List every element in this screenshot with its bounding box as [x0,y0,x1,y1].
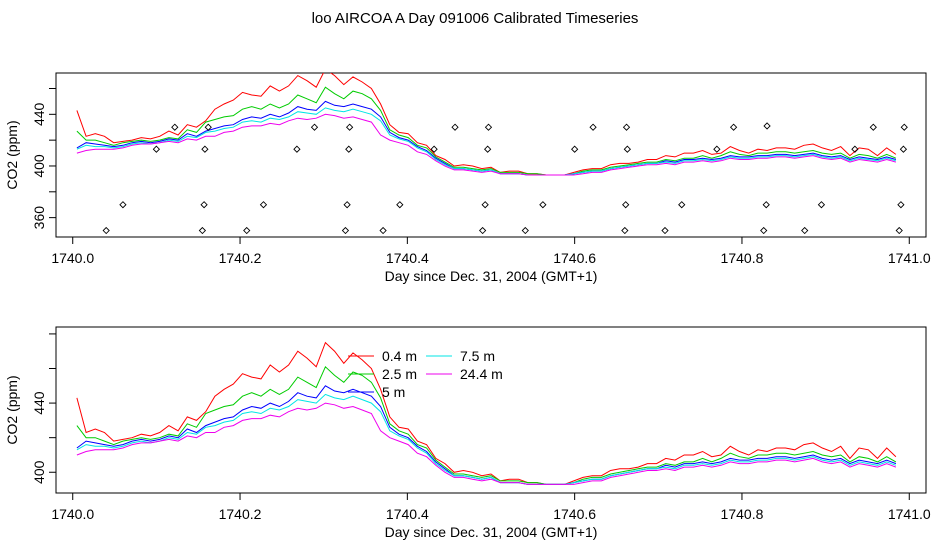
scatter-point [900,123,908,131]
scatter-point [897,201,905,209]
series-line-2-5-m [76,86,897,176]
series-line-24-4-m [76,113,897,176]
plot-frame-1 [55,72,927,238]
series-line-24-4-m [76,402,897,485]
scatter-point [484,145,492,153]
scatter-point [341,226,350,235]
x-tick-label: 1740.0 [51,506,94,522]
scatter-point [259,201,268,209]
series-line-5-m [76,100,897,176]
scatter-point [102,226,110,235]
series-line-2-5-m [76,365,897,485]
x-tick-label: 1740.6 [553,250,596,266]
legend-label: 2.5 m [382,366,417,382]
scatter-point [379,226,387,235]
scatter-point [760,226,768,235]
legend-label: 24.4 m [460,366,503,382]
scatter-point [899,145,908,153]
y-tick-label: 440 [31,102,47,126]
legend-label: 7.5 m [460,348,495,364]
scatter-point [345,145,353,153]
scatter-point [119,201,127,209]
scatter-point [310,123,319,131]
scatter-point [484,123,493,131]
y-axis-label: CO2 (ppm) [4,120,20,189]
y-tick-label: 360 [31,206,47,230]
chart-title: loo AIRCOA A Day 091006 Calibrated Times… [311,10,639,27]
series-line-7-5-m [76,393,897,485]
scatter-point [293,145,301,153]
plot-frame-2 [55,326,927,494]
x-tick-label: 1740.6 [553,506,596,522]
x-tick-label: 1740.2 [219,250,262,266]
x-axis-label: Day since Dec. 31, 2004 (GMT+1) [385,524,598,540]
x-tick-label: 1741.0 [888,250,931,266]
x-tick-label: 1740.8 [721,250,764,266]
legend-label: 5 m [382,384,405,400]
scatter-point [817,201,826,209]
scatter-point [801,226,809,235]
scatter-point [200,201,208,209]
series-line-7-5-m [76,107,897,176]
scatter-point [152,145,161,153]
x-tick-label: 1740.4 [386,250,429,266]
scatter-point [204,123,212,131]
x-axis-label: Day since Dec. 31, 2004 (GMT+1) [385,268,598,284]
scatter-point [451,123,459,131]
x-tick-label: 1740.8 [721,506,764,522]
y-axis-label: CO2 (ppm) [4,375,20,444]
series-line-5-m [76,385,897,485]
scatter-point [345,123,354,131]
scatter-point [661,226,669,235]
scatter-point [539,201,547,209]
scatter-point [243,226,251,235]
scatter-point [729,123,738,131]
y-tick-label: 440 [31,391,47,415]
scatter-point [171,123,179,131]
series-line-0-4-m [76,73,897,176]
scatter-point [622,201,630,209]
x-tick-label: 1741.0 [888,506,931,522]
scatter-point [851,145,859,153]
x-tick-label: 1740.4 [386,506,429,522]
scatter-point [343,201,351,209]
scatter-point [621,226,629,235]
scatter-point [478,226,487,235]
y-tick-label: 400 [31,460,47,484]
scatter-point [521,226,529,235]
scatter-point [622,123,631,131]
x-tick-label: 1740.0 [51,250,94,266]
scatter-point [396,201,404,209]
scatter-point [678,201,686,209]
x-tick-label: 1740.2 [219,506,262,522]
scatter-point [713,145,721,153]
series-line-0-4-m [76,341,897,485]
scatter-point [198,226,207,235]
scatter-point [623,145,631,153]
scatter-point [763,122,771,130]
scatter-point [869,123,877,131]
scatter-point [430,145,438,153]
scatter-point [895,226,903,235]
scatter-point [571,145,579,153]
scatter-point [201,145,209,153]
y-tick-label: 400 [31,154,47,178]
scatter-point [589,123,597,131]
scatter-point [481,201,489,209]
legend-label: 0.4 m [382,348,417,364]
scatter-point [762,201,770,209]
